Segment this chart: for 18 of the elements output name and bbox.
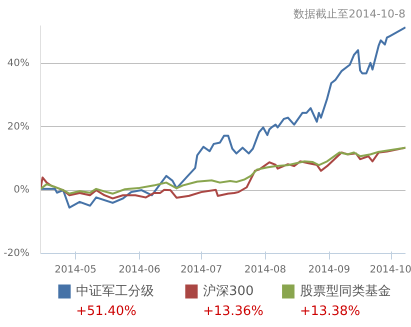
x-tick-label: 2014-10	[370, 264, 411, 276]
text: +51.40%	[76, 304, 136, 319]
x-tick-label: 2014-05	[54, 264, 96, 276]
line-series	[40, 26, 406, 209]
y-tick-label: 20%	[7, 121, 30, 132]
legend-label: 沪深300	[203, 283, 254, 299]
x-tick-label: 2014-08	[244, 264, 286, 276]
legend-label: 中证军工分级	[76, 284, 154, 299]
y-tick-label: -20%	[4, 248, 30, 259]
y-tick-label: 0%	[14, 184, 30, 196]
x-tick-label: 2014-07	[180, 264, 222, 276]
chart-title: 数据截止至2014-10-8	[294, 8, 406, 20]
text: +13.36%	[203, 304, 264, 319]
legend-label: 股票型同类基金	[300, 284, 391, 299]
x-tick-label: 2014-06	[118, 264, 160, 276]
y-tick-label: 40%	[7, 58, 30, 69]
x-tick-label: 2014-09	[308, 264, 350, 276]
text: +13.38%	[300, 304, 360, 319]
